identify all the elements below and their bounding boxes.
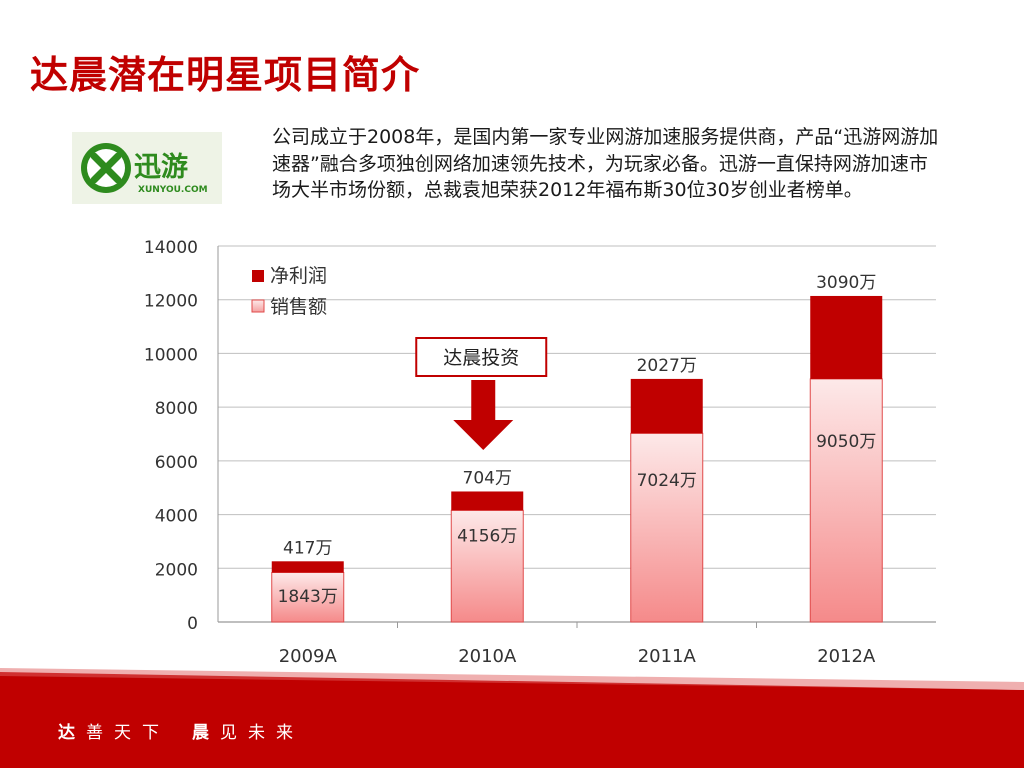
legend-swatch-profit [252, 270, 264, 282]
bar-sales-2011A [630, 432, 704, 623]
data-label-sales: 9050万 [816, 432, 876, 452]
x-category-label: 2012A [817, 646, 876, 667]
y-tick-label: 14000 [144, 238, 198, 258]
bar-sales-2009A [271, 572, 345, 623]
data-label-sales: 1843万 [278, 587, 338, 607]
callout-text: 达晨投资 [443, 347, 519, 369]
logo-text-en: XUNYOU.COM [138, 185, 208, 195]
bar-sales-2012A [809, 378, 883, 623]
bar-profit-2010A [451, 491, 524, 511]
bar-profit-2012A [810, 295, 883, 379]
data-label-sales: 4156万 [457, 527, 517, 547]
callout-box [415, 337, 548, 377]
x-category-label: 2011A [638, 646, 697, 667]
data-label-profit: 3090万 [816, 273, 876, 293]
company-description: 公司成立于2008年，是国内第一家专业网游加速服务提供商，产品“迅游网游加速器”… [272, 124, 942, 204]
y-tick-label: 12000 [144, 292, 198, 312]
y-tick-label: 0 [187, 614, 198, 634]
x-category-label: 2009A [279, 646, 338, 667]
bar-profit-2011A [630, 378, 703, 434]
legend-swatch-sales [251, 299, 265, 313]
bar-profit-2009A [271, 561, 344, 573]
data-label-sales: 7024万 [637, 471, 697, 491]
footer-slogan-bold-1: 达 [58, 723, 86, 743]
legend-label-sales: 销售额 [270, 296, 327, 318]
description-text: 公司成立于2008年，是国内第一家专业网游加速服务提供商，产品“迅游网游加速器”… [272, 126, 939, 201]
y-tick-label: 4000 [155, 507, 198, 527]
slide-title: 达晨潜在明星项目简介 [30, 53, 421, 97]
data-label-profit: 704万 [463, 468, 512, 488]
footer-slogan-rest-2: 见未来 [220, 723, 304, 743]
data-label-profit: 2027万 [637, 356, 697, 376]
y-tick-label: 8000 [155, 399, 198, 419]
logo-text-cn: 迅游 [134, 152, 188, 183]
y-tick-label: 6000 [155, 453, 198, 473]
footer-slogan-rest-1: 善天下 [86, 723, 170, 743]
bar-sales-2010A [450, 509, 524, 623]
data-label-profit: 417万 [283, 538, 332, 558]
x-category-label: 2010A [458, 646, 517, 667]
legend-label-profit: 净利润 [270, 265, 327, 287]
xunyou-logo: 迅游 XUNYOU.COM [72, 132, 222, 204]
y-tick-label: 10000 [144, 345, 198, 365]
y-tick-label: 2000 [155, 560, 198, 580]
footer-slogan-bold-2: 晨 [192, 723, 220, 743]
callout-arrow [453, 380, 514, 450]
footer-slogan: 达善天下 晨见未来 [58, 718, 304, 743]
